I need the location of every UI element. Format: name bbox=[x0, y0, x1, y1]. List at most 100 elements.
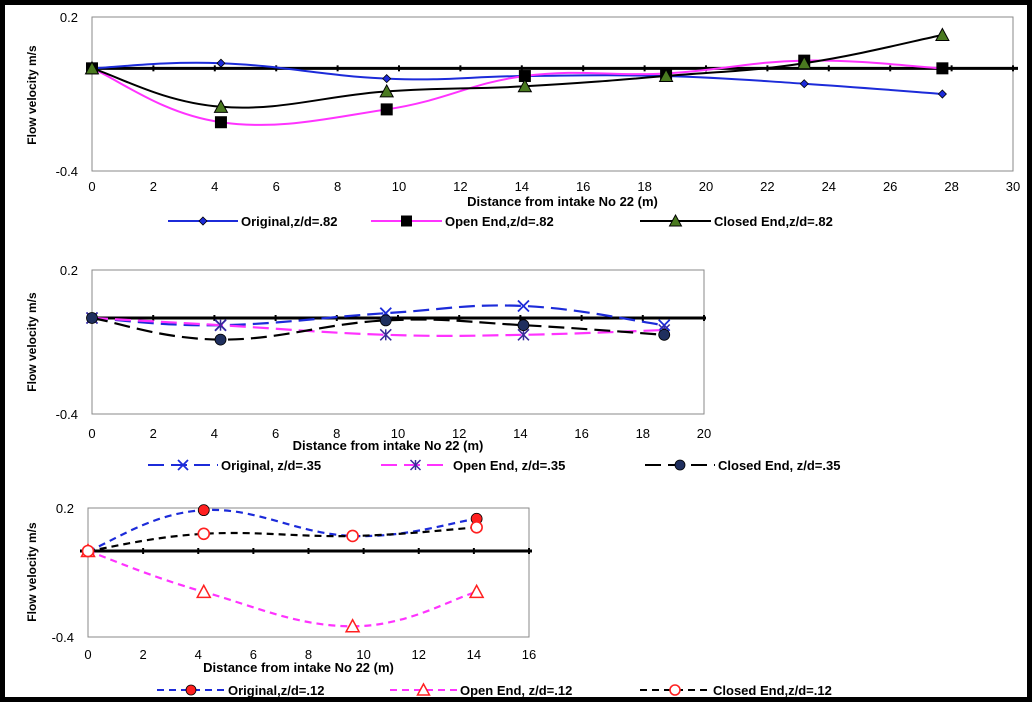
data-point bbox=[185, 684, 197, 696]
series-1 bbox=[87, 58, 947, 99]
x-tick-label: 14 bbox=[513, 426, 527, 441]
legend-entry: Open End, z/d=.12 bbox=[390, 682, 572, 698]
x-axis-title: Distance from intake No 22 (m) bbox=[293, 438, 484, 453]
x-tick-label: 0 bbox=[88, 426, 95, 441]
data-point bbox=[674, 459, 686, 471]
x-tick-label: 8 bbox=[305, 647, 312, 662]
data-point bbox=[197, 527, 211, 541]
x-tick-label: 6 bbox=[272, 426, 279, 441]
x-tick-label: 14 bbox=[467, 647, 481, 662]
x-tick-label: 4 bbox=[211, 426, 218, 441]
data-point bbox=[86, 312, 98, 324]
legend-entry: Original,z/d=.12 bbox=[157, 683, 324, 698]
data-point bbox=[658, 328, 671, 341]
data-point bbox=[177, 459, 189, 471]
x-tick-label: 12 bbox=[453, 179, 467, 194]
plot-area bbox=[91, 16, 1014, 172]
y-tick-label: -0.4 bbox=[56, 407, 78, 422]
data-point bbox=[216, 58, 226, 68]
series-3 bbox=[81, 521, 483, 558]
data-point bbox=[668, 213, 683, 227]
legend-entry: Closed End,z/d=.82 bbox=[640, 213, 833, 229]
x-tick-label: 0 bbox=[84, 647, 91, 662]
x-tick-label: 18 bbox=[637, 179, 651, 194]
data-point bbox=[416, 682, 431, 696]
x-tick-label: 10 bbox=[356, 647, 370, 662]
y-axis-title: Flow velocity m/s bbox=[25, 45, 39, 145]
y-tick-label: -0.4 bbox=[56, 164, 78, 179]
data-point bbox=[669, 684, 681, 696]
data-point bbox=[214, 333, 227, 346]
x-tick-label: 0 bbox=[88, 179, 95, 194]
legend-entry: Closed End, z/d=.35 bbox=[645, 458, 840, 473]
x-tick-label: 10 bbox=[391, 426, 405, 441]
series-line bbox=[87, 549, 477, 628]
legend-label: Original,z/d=.82 bbox=[241, 214, 337, 229]
data-point bbox=[379, 314, 392, 327]
legend-entry: Open End,z/d=.82 bbox=[371, 214, 554, 229]
series-line bbox=[91, 59, 943, 126]
data-point bbox=[937, 89, 947, 99]
data-point bbox=[344, 618, 361, 633]
x-tick-label: 20 bbox=[697, 426, 711, 441]
y-axis-title: Flow velocity m/s bbox=[25, 292, 39, 392]
data-point bbox=[409, 459, 422, 471]
x-tick-label: 28 bbox=[944, 179, 958, 194]
legend-label: Closed End,z/d=.12 bbox=[713, 683, 832, 698]
x-tick-label: 2 bbox=[140, 647, 147, 662]
x-tick-label: 6 bbox=[273, 179, 280, 194]
x-tick-label: 30 bbox=[1006, 179, 1020, 194]
x-tick-label: 16 bbox=[574, 426, 588, 441]
data-point bbox=[379, 328, 392, 341]
x-tick-label: 12 bbox=[412, 647, 426, 662]
legend: Original,z/d=.82 Open End,z/d=.82 Closed E… bbox=[168, 213, 833, 229]
data-point bbox=[935, 27, 950, 41]
data-point bbox=[401, 215, 412, 227]
x-tick-label: 2 bbox=[150, 426, 157, 441]
data-point bbox=[84, 60, 100, 75]
x-tick-label: 26 bbox=[883, 179, 897, 194]
data-point bbox=[658, 68, 674, 83]
y-tick-label: 0.2 bbox=[60, 10, 78, 25]
x-tick-label: 16 bbox=[522, 647, 536, 662]
x-tick-label: 4 bbox=[211, 179, 218, 194]
legend-label: Original,z/d=.12 bbox=[228, 683, 324, 698]
data-point bbox=[196, 583, 212, 599]
data-point bbox=[517, 78, 533, 93]
legend-entry: Original, z/d=.35 bbox=[148, 458, 321, 473]
legend-label: Closed End,z/d=.82 bbox=[714, 214, 833, 229]
legend: Original, z/d=.35 Open End, z/d=.35 Closed… bbox=[148, 458, 840, 473]
data-point bbox=[197, 504, 210, 517]
x-tick-label: 12 bbox=[452, 426, 466, 441]
data-point bbox=[470, 521, 483, 534]
x-axis-title: Distance from intake No 22 (m) bbox=[467, 194, 658, 209]
y-axis-title: Flow velocity m/s bbox=[25, 522, 39, 622]
x-tick-label: 22 bbox=[760, 179, 774, 194]
data-point bbox=[81, 544, 95, 558]
data-point bbox=[214, 319, 227, 332]
data-point bbox=[468, 583, 485, 599]
series-3 bbox=[84, 27, 950, 113]
data-point bbox=[380, 103, 393, 116]
legend-entry: Original,z/d=.82 bbox=[168, 214, 337, 229]
data-point bbox=[198, 216, 208, 226]
legend-label: Open End, z/d=.12 bbox=[460, 683, 572, 698]
x-tick-label: 4 bbox=[195, 647, 202, 662]
chart-panel-3: 0.2 -0.4 0 2 4 6 8 10 12 14 16 Flow velocity m/s Dis… bbox=[25, 501, 832, 698]
legend-label: Original, z/d=.35 bbox=[221, 458, 321, 473]
x-tick-label: 8 bbox=[333, 426, 340, 441]
x-tick-label: 14 bbox=[515, 179, 529, 194]
legend-label: Closed End, z/d=.35 bbox=[718, 458, 840, 473]
series-line bbox=[91, 316, 665, 338]
x-tick-label: 24 bbox=[822, 179, 836, 194]
series-line bbox=[91, 316, 665, 341]
series-line bbox=[91, 34, 943, 109]
plot-area bbox=[91, 269, 705, 415]
data-point bbox=[517, 299, 530, 313]
legend: Original,z/d=.12 Open End, z/d=.12 Closed … bbox=[157, 682, 832, 698]
chart-panel-2: 0.2 -0.4 0 2 4 6 8 10 12 14 16 18 20 Flow velocity m/… bbox=[25, 263, 840, 473]
legend-entry: Open End, z/d=.35 bbox=[381, 458, 565, 473]
